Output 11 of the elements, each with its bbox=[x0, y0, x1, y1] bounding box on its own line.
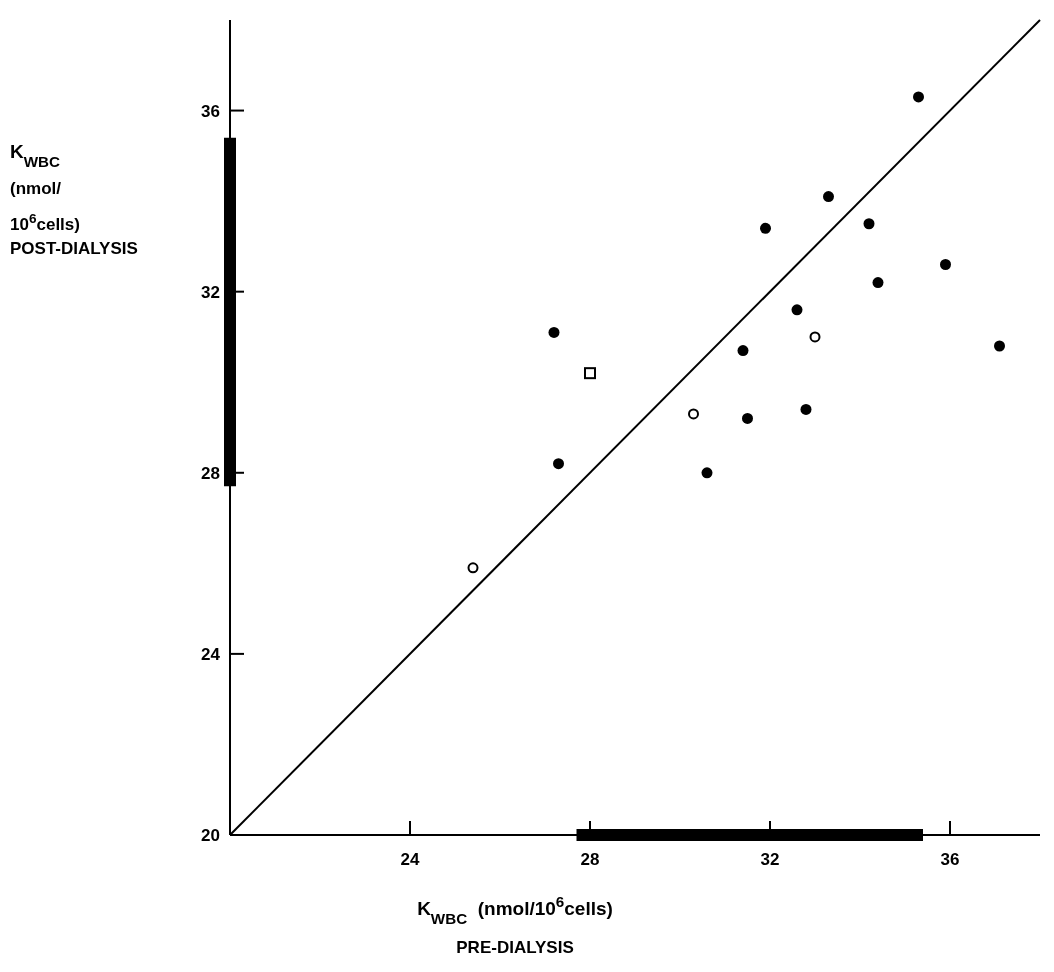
y-tick-label: 20 bbox=[201, 826, 220, 845]
x-tick-label: 32 bbox=[760, 850, 780, 869]
x-tick-label: 28 bbox=[580, 850, 600, 869]
y-tick-label: 24 bbox=[201, 644, 221, 664]
y-tick-label: 36 bbox=[201, 101, 220, 121]
y-axis-title: K$_{WBC}$ (nmol/ 10$^{6}$cells) POST-DIALYSIS bbox=[10, 141, 138, 258]
y-tick-label: 32 bbox=[201, 282, 220, 302]
x-tick-label: 36 bbox=[940, 850, 960, 869]
x-tick-label: 24 bbox=[400, 850, 420, 869]
y-tick-label: 28 bbox=[201, 463, 220, 483]
x-axis-title: K$_{WBC}$ (nmol/10$^{6}$cells) PRE-DIALYSIS bbox=[417, 892, 613, 957]
